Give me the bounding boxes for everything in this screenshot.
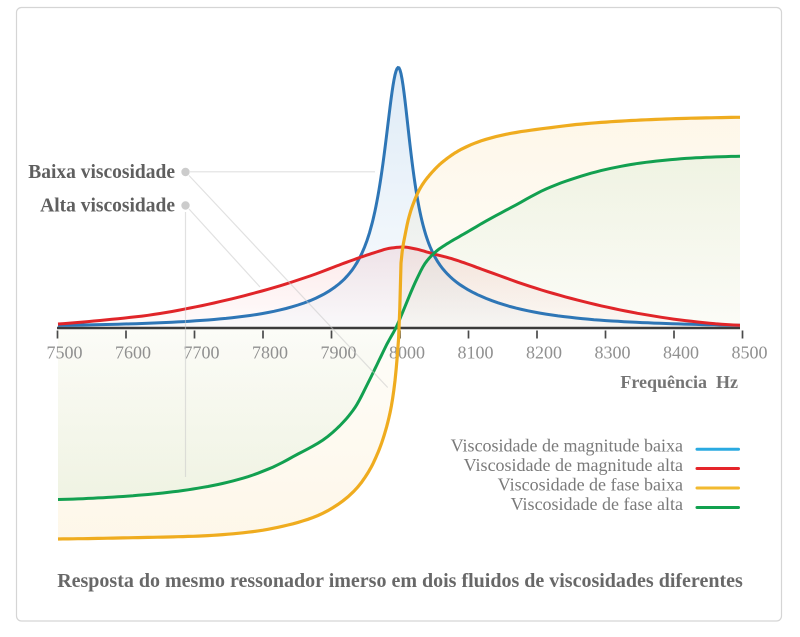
svg-text:Viscosidade de fase alta: Viscosidade de fase alta — [511, 494, 683, 514]
svg-text:Alta viscosidade: Alta viscosidade — [40, 196, 175, 217]
svg-text:7600: 7600 — [115, 343, 151, 363]
svg-text:7700: 7700 — [184, 343, 220, 363]
svg-text:8300: 8300 — [595, 343, 631, 363]
svg-text:7500: 7500 — [47, 343, 83, 363]
svg-text:Frequência Hz: Frequência Hz — [620, 372, 738, 392]
svg-text:Baixa viscosidade: Baixa viscosidade — [28, 162, 175, 183]
svg-text:8100: 8100 — [458, 343, 494, 363]
svg-text:Viscosidade de fase baixa: Viscosidade de fase baixa — [498, 475, 683, 495]
svg-text:8000: 8000 — [389, 343, 425, 363]
svg-text:8200: 8200 — [526, 343, 562, 363]
svg-text:8500: 8500 — [732, 343, 768, 363]
svg-text:7800: 7800 — [252, 343, 288, 363]
svg-text:8400: 8400 — [663, 343, 699, 363]
svg-text:Viscosidade de magnitude baixa: Viscosidade de magnitude baixa — [451, 436, 683, 456]
svg-text:Viscosidade de magnitude alta: Viscosidade de magnitude alta — [464, 455, 683, 475]
svg-text:Resposta do mesmo ressonador i: Resposta do mesmo ressonador imerso em d… — [57, 570, 743, 592]
svg-text:7900: 7900 — [321, 343, 357, 363]
